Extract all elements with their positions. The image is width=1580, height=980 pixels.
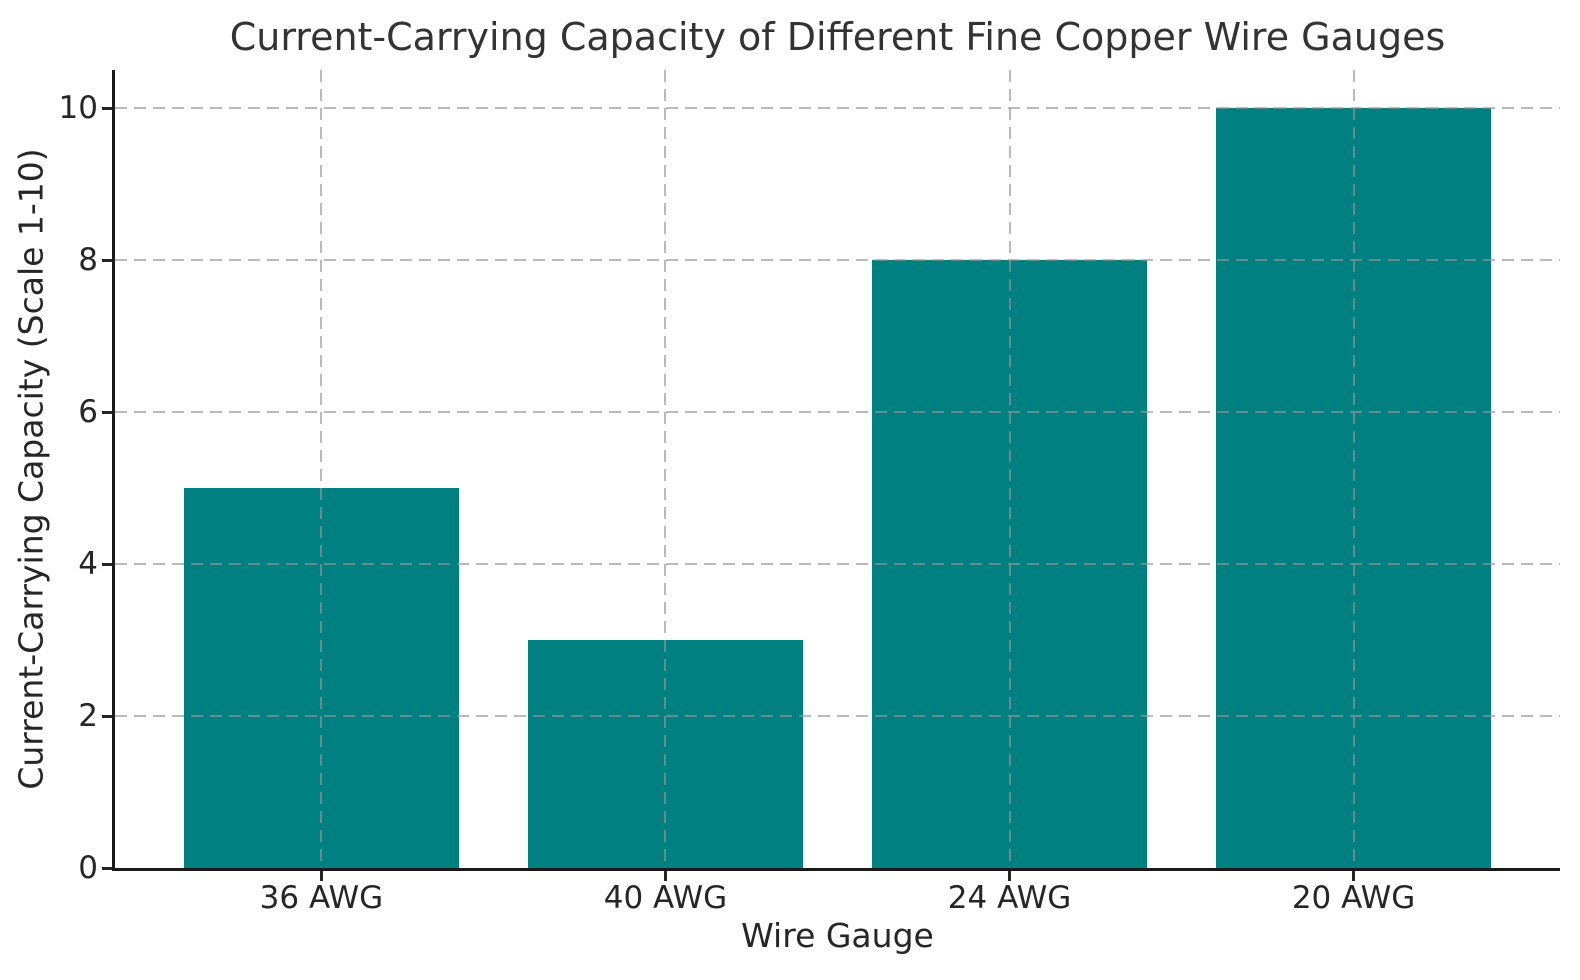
y-tick-2 [102, 714, 112, 718]
y-tick-6 [102, 410, 112, 414]
x-tick-1 [663, 871, 667, 881]
gridline-y-2 [115, 715, 1560, 717]
y-tick-label-10: 10 [58, 90, 98, 126]
x-tick-label-3: 20 AWG [1291, 880, 1416, 916]
gridline-y-8 [115, 259, 1560, 261]
y-tick-10 [102, 106, 112, 110]
y-tick-label-0: 0 [78, 850, 98, 886]
gridline-x-3 [1352, 70, 1355, 868]
x-tick-label-0: 36 AWG [259, 880, 384, 916]
y-tick-0 [102, 866, 112, 870]
y-tick-4 [102, 562, 112, 566]
x-axis-spine [112, 868, 1560, 871]
gridline-x-1 [664, 70, 667, 868]
y-tick-label-2: 2 [78, 698, 98, 734]
gridline-y-6 [115, 411, 1560, 413]
x-tick-2 [1008, 871, 1012, 881]
gridline-y-10 [115, 107, 1560, 109]
y-tick-8 [102, 258, 112, 262]
y-tick-label-6: 6 [78, 394, 98, 430]
y-axis-spine [112, 70, 115, 871]
y-tick-label-4: 4 [78, 546, 98, 582]
x-tick-label-1: 40 AWG [603, 880, 728, 916]
y-tick-label-8: 8 [78, 242, 98, 278]
gridline-x-0 [320, 70, 323, 868]
x-tick-3 [1352, 871, 1356, 881]
gridline-y-4 [115, 563, 1560, 565]
gridline-x-2 [1008, 70, 1011, 868]
x-tick-label-2: 24 AWG [947, 880, 1072, 916]
gridlines-layer [115, 70, 1560, 868]
x-axis-label: Wire Gauge [741, 916, 934, 955]
chart-title: Current-Carrying Capacity of Different F… [229, 15, 1446, 59]
plot-area [115, 70, 1560, 868]
x-tick-0 [319, 871, 323, 881]
